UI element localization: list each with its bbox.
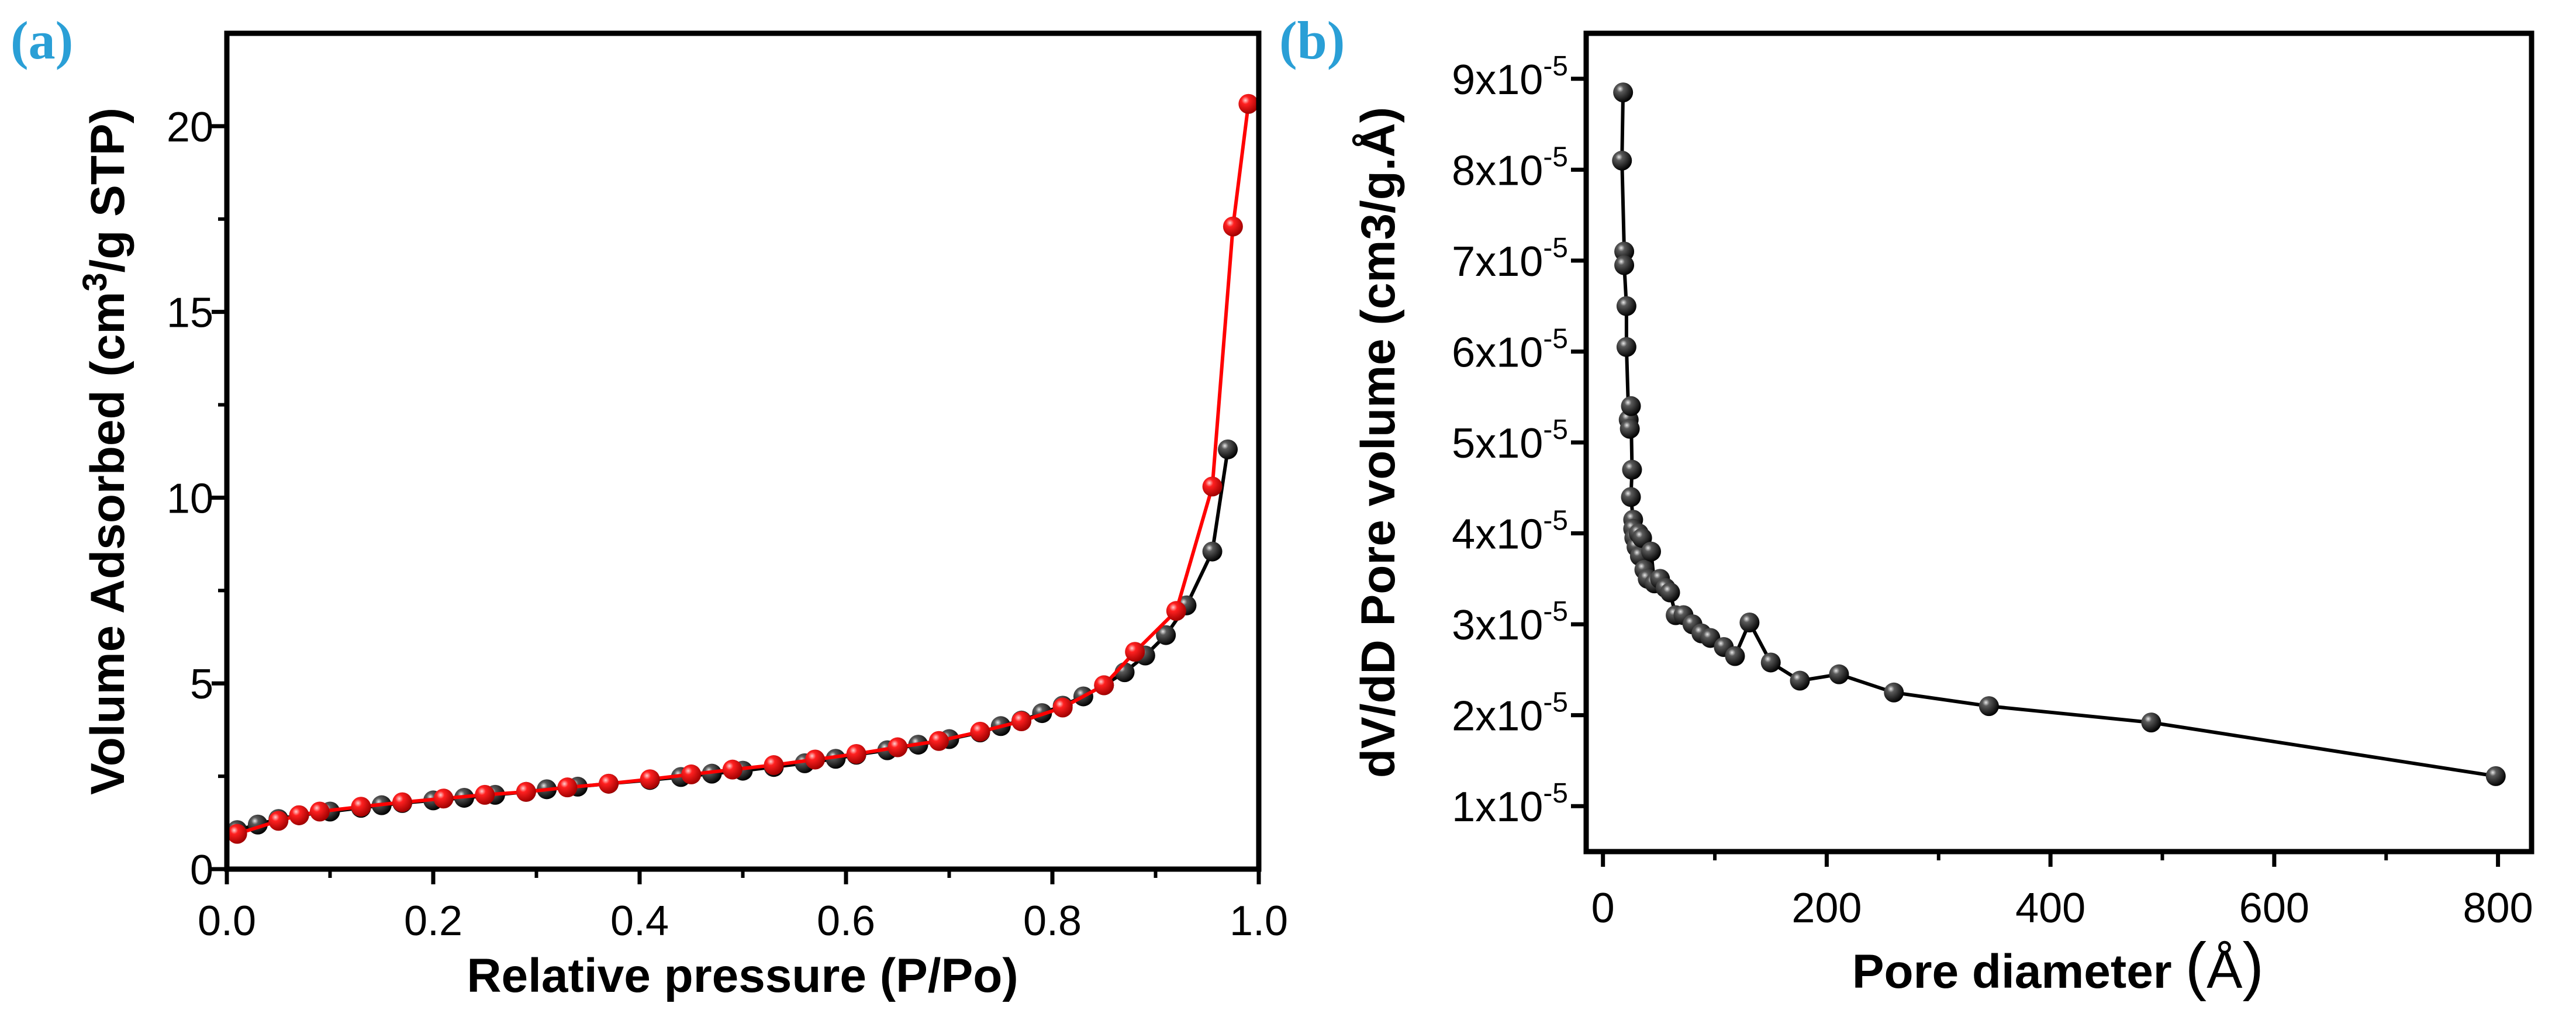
b-plot-frame <box>1583 30 2534 855</box>
a-x-tick-label: 0.4 <box>610 898 669 945</box>
a-plot-frame <box>224 30 1262 872</box>
a-series-2-point <box>1223 216 1243 237</box>
b-x-axis-title: Pore diameter (Å) <box>1852 930 2264 1002</box>
b-y-tick-label: 5x10-5 <box>1452 414 1568 467</box>
b-series-1-point <box>1620 418 1640 439</box>
panel-label-a: (a) <box>11 11 73 70</box>
a-series-2-point <box>722 759 743 780</box>
a-series-2-point <box>846 743 866 764</box>
a-y-tick-label: 15 <box>167 290 213 337</box>
a-series <box>227 94 1259 844</box>
a-series-2-point <box>1094 675 1114 696</box>
a-series-2-point <box>557 777 578 798</box>
b-series-1-point <box>1612 150 1632 171</box>
a-series-2-point <box>433 788 454 809</box>
b-series-1-point <box>1641 541 1661 562</box>
b-x-tick-label: 0 <box>1591 885 1615 932</box>
a-series-2-point <box>475 784 495 805</box>
b-y-tick-label: 6x10-5 <box>1452 323 1568 376</box>
a-series-2-point <box>681 764 702 784</box>
b-series-1-point <box>1616 337 1636 357</box>
a-series-2-point <box>970 721 990 742</box>
b-series-1-point <box>1790 670 1810 691</box>
b-series-1-point <box>1760 652 1781 673</box>
a-series-2-point <box>805 749 826 770</box>
a-series-2-point <box>268 811 289 831</box>
b-series-1-point <box>1884 682 1904 703</box>
b-series <box>1612 82 2506 786</box>
b-y-axis-title: dV/dD Pore volume (cm3/g.Å) <box>1352 107 1405 778</box>
b-ticks: 0 200 400 600 800 1x10-5 2x10-5 3x10-5 4x10-5 5x1… <box>1452 51 2533 932</box>
b-y-tick-label: 3x10-5 <box>1452 596 1568 649</box>
a-x-tick-label: 0.6 <box>817 898 875 945</box>
b-series-1-point <box>1621 487 1641 507</box>
b-series-1-point <box>1829 664 1849 684</box>
a-series-2-point <box>764 755 784 776</box>
chart-panel-a: (a) 0.0 0.2 0.4 0.6 0.8 1.0 0 5 10 15 20 Relative … <box>11 11 1288 1002</box>
b-series-1-point <box>1622 459 1642 480</box>
a-series-2-point <box>1011 711 1032 732</box>
a-x-tick-label: 1.0 <box>1230 898 1288 945</box>
b-y-tick-label: 8x10-5 <box>1452 141 1568 194</box>
a-ticks: 0.0 0.2 0.4 0.6 0.8 1.0 0 5 10 15 20 <box>167 104 1288 945</box>
b-series-1-point <box>1739 613 1760 632</box>
a-series-1-point <box>1202 541 1223 562</box>
a-series-2-point <box>227 824 247 844</box>
a-series-1-point <box>1156 625 1176 645</box>
a-series-2-point <box>1052 697 1073 718</box>
chart-panel-b: (b) 0 200 400 600 800 1x10-5 2x10-5 3x10-5 4x10-… <box>1279 11 2534 1002</box>
b-series-1-point <box>1660 582 1680 603</box>
a-y-axis-title: Volume Adsorbed (cm3/g STP) <box>76 108 134 795</box>
a-x-tick-label: 0.0 <box>198 898 256 945</box>
b-series-1-point <box>1725 646 1745 666</box>
a-series-2-point <box>289 805 309 825</box>
b-series-1-point <box>2141 712 2161 733</box>
panel-label-b: (b) <box>1279 11 1345 70</box>
b-y-tick-label: 4x10-5 <box>1452 506 1568 558</box>
a-y-tick-label: 10 <box>167 475 213 522</box>
a-series-2-point <box>516 781 536 802</box>
b-y-tick-label: 7x10-5 <box>1452 233 1568 285</box>
a-x-axis-title: Relative pressure (P/Po) <box>467 949 1018 1002</box>
a-x-tick-label: 0.8 <box>1023 898 1082 945</box>
b-x-tick-label: 600 <box>2239 885 2309 932</box>
b-series-1-point <box>1616 296 1636 316</box>
b-series-1-line <box>1620 92 2496 778</box>
b-series-1-point <box>1978 696 1999 717</box>
b-x-tick-label: 800 <box>2463 885 2533 932</box>
a-series-2-point <box>351 797 371 817</box>
a-series-1-point <box>1218 439 1238 459</box>
a-series-2-point <box>1238 94 1259 114</box>
a-y-tick-label: 20 <box>167 104 213 151</box>
b-series-1-point <box>2485 766 2506 786</box>
a-series-2-point <box>392 792 413 812</box>
b-series-1-point <box>1614 255 1635 275</box>
a-series-2-point <box>888 737 908 757</box>
b-series-1-point <box>1621 396 1641 416</box>
a-series-2-point <box>928 731 949 751</box>
a-series-2-point <box>1125 642 1145 662</box>
a-series-2-point <box>309 801 330 822</box>
b-series-1-point <box>1613 82 1634 103</box>
a-y-tick-label: 5 <box>190 661 213 708</box>
a-series-1-point <box>826 749 846 769</box>
b-x-tick-label: 200 <box>1791 885 1862 932</box>
b-y-tick-label: 9x10-5 <box>1452 51 1568 103</box>
b-y-tick-label: 1x10-5 <box>1452 778 1568 831</box>
a-x-tick-label: 0.2 <box>404 898 462 945</box>
a-series-2-point <box>640 769 660 790</box>
a-y-tick-label: 0 <box>190 847 213 894</box>
a-series-2-line <box>236 103 1251 836</box>
a-series-2-point <box>599 773 619 794</box>
a-series-2-point <box>1166 601 1186 621</box>
b-series-1-point <box>1614 241 1635 262</box>
b-y-tick-label: 2x10-5 <box>1452 687 1568 740</box>
a-series-2-point <box>1202 476 1223 497</box>
b-x-tick-label: 400 <box>2015 885 2085 932</box>
